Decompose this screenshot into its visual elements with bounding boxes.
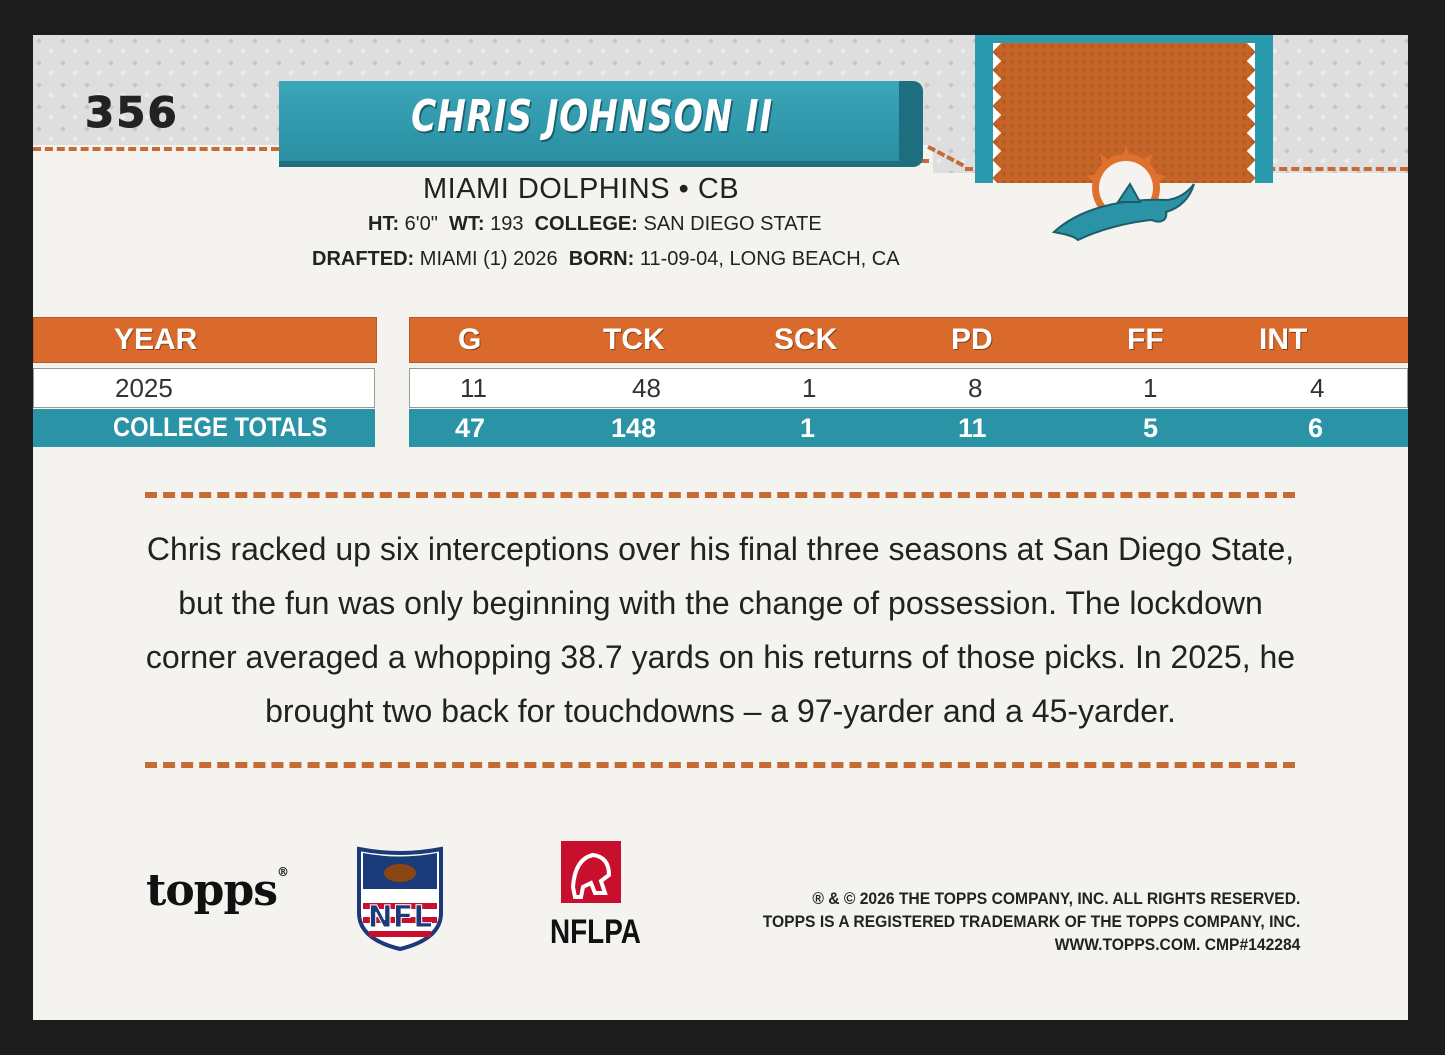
stat-value: 1 [802,373,817,403]
stat-value: 1 [800,413,816,443]
row-label: COLLEGE TOTALS [113,412,328,442]
col-header: TCK [603,323,665,356]
name-banner: CHRIS JOHNSON II [279,81,923,167]
nflpa-emblem-icon [561,841,621,903]
player-blurb: Chris racked up six interceptions over h… [145,531,1296,729]
height-label: HT: [368,213,400,235]
legal-text: ® & © 2026 THE TOPPS COMPANY, INC. ALL R… [762,887,1300,956]
nflpa-logo: NFLPA [541,841,641,956]
born-label: BORN: [568,248,635,270]
stat-value: 8 [968,373,983,403]
legal-line: TOPPS IS A REGISTERED TRADEMARK OF THE T… [762,912,1300,931]
team-position: MIAMI DOLPHINS • CB [423,173,740,205]
stat-value: 11 [460,373,487,403]
bio-line-2: DRAFTED: MIAMI (1) 2026 BORN: 11-09-04, … [312,248,900,271]
col-header: FF [1127,323,1164,356]
stitch-line [33,147,279,151]
stats-header-year: YEAR [33,317,377,363]
college-label: COLLEGE: [534,213,638,235]
stitch-divider-bottom [145,762,1295,768]
col-header: G [458,323,482,356]
col-header: INT [1259,323,1308,356]
stat-value: 1 [1143,373,1158,403]
year-header: YEAR [114,323,198,356]
stat-value: 6 [1308,413,1324,443]
weight-label: WT: [448,213,485,235]
nfl-shield-text: NFL [368,900,433,935]
table-row: 2025 [33,368,375,408]
topps-logo-text: topps [146,865,278,916]
table-row: 11 48 1 8 1 4 [409,368,1408,408]
stat-value: 4 [1310,373,1325,403]
col-header: PD [951,323,993,356]
weight-value: 193 [490,213,524,235]
stat-value: 148 [611,413,657,443]
patch-zigzag-left [993,43,1009,183]
born-value: 11-09-04, LONG BEACH, CA [639,248,900,270]
stitch-divider-top [145,492,1295,498]
dolphins-logo-icon [1051,146,1195,242]
stat-value: 47 [455,413,486,443]
legal-line: ® & © 2026 THE TOPPS COMPANY, INC. ALL R… [811,889,1300,908]
legal-line: WWW.TOPPS.COM. CMP#142284 [1054,935,1300,954]
nfl-shield-icon: NFL [357,846,443,952]
banner-curl [899,81,923,167]
nflpa-text: NFLPA [550,913,641,951]
card-number: 356 [85,88,179,138]
height-value: 6'0" [404,213,438,235]
stat-value: 5 [1143,413,1159,443]
table-row-totals: 47 148 1 11 5 6 [409,409,1408,447]
stat-value: 48 [632,373,661,403]
drafted-value: MIAMI (1) 2026 [419,248,558,270]
stats-header-columns: G TCK SCK PD FF INT [409,317,1408,363]
drafted-label: DRAFTED: [312,248,415,270]
bio-line-1: HT: 6'0" WT: 193 COLLEGE: SAN DIEGO STAT… [368,213,822,236]
topps-logo: topps® [146,865,289,916]
stat-value: 11 [958,413,987,443]
player-name: CHRIS JOHNSON II [411,91,773,142]
table-row-totals: COLLEGE TOTALS [33,409,375,447]
college-value: SAN DIEGO STATE [643,213,822,235]
col-header: SCK [774,323,838,356]
patch-zigzag-right [1239,43,1255,183]
row-label: 2025 [115,373,173,403]
trading-card-back: 356 CHRIS JOHNSON II MIAMI DOLPHINS • CB… [33,35,1408,1020]
